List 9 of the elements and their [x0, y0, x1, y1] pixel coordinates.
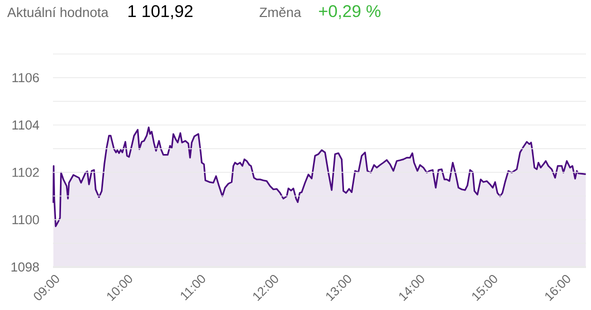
text: 1 101,92	[128, 5, 192, 20]
y-tick-label: 1104	[12, 120, 40, 130]
y-tick-label: 1098	[12, 262, 39, 272]
text: Změna	[260, 7, 302, 18]
y-tick-label: 1106	[12, 73, 39, 82]
y-tick-label: 1102	[12, 168, 39, 177]
text: +0,29 %	[319, 5, 380, 20]
text: Aktuální hodnota	[7, 7, 109, 18]
y-tick-label: 1100	[12, 215, 39, 224]
